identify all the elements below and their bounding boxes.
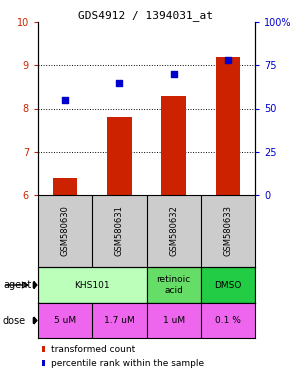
Bar	[107, 117, 132, 195]
Bar	[201, 195, 255, 267]
Bar	[92, 195, 146, 267]
Point	[117, 79, 122, 86]
Text: retinoic
acid: retinoic acid	[157, 275, 191, 295]
Bar	[216, 56, 240, 195]
Point	[171, 71, 176, 77]
Text: GSM580632: GSM580632	[169, 205, 178, 257]
Text: percentile rank within the sample: percentile rank within the sample	[51, 359, 204, 368]
Bar	[162, 96, 186, 195]
Text: GSM580633: GSM580633	[223, 205, 232, 257]
Text: 1 uM: 1 uM	[163, 316, 185, 325]
Point	[63, 97, 68, 103]
Bar	[201, 267, 255, 303]
Bar	[38, 303, 92, 338]
Point	[226, 57, 230, 63]
Bar	[146, 195, 201, 267]
Bar	[38, 195, 92, 267]
Text: 5 uM: 5 uM	[54, 316, 76, 325]
Bar	[53, 178, 77, 195]
Text: GDS4912 / 1394031_at: GDS4912 / 1394031_at	[77, 10, 213, 20]
Text: GSM580631: GSM580631	[115, 205, 124, 257]
Bar	[201, 303, 255, 338]
Text: KHS101: KHS101	[75, 280, 110, 290]
Text: 0.1 %: 0.1 %	[215, 316, 241, 325]
Bar	[92, 303, 146, 338]
Text: agent: agent	[3, 280, 31, 290]
Bar	[146, 303, 201, 338]
Text: transformed count: transformed count	[51, 345, 135, 354]
Text: GSM580630: GSM580630	[61, 205, 70, 257]
Text: dose: dose	[3, 316, 26, 326]
Bar	[38, 267, 146, 303]
Text: DMSO: DMSO	[214, 280, 242, 290]
Text: 1.7 uM: 1.7 uM	[104, 316, 135, 325]
Bar	[146, 267, 201, 303]
